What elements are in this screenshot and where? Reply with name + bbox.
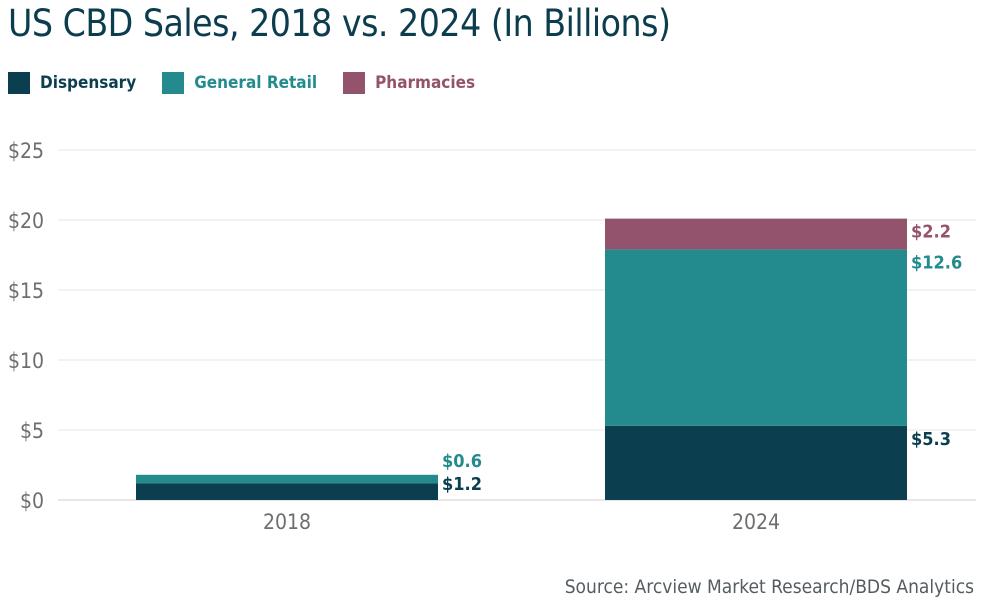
y-tick-label: $5 [20,419,44,443]
data-label-2024-pharmacies: $2.2 [911,222,951,243]
bar-2018-dispensary [136,483,438,500]
legend-swatch-pharmacies [343,72,366,94]
legend-swatch-general-retail [162,72,185,94]
legend-item-general-retail: General Retail [162,72,317,94]
bar-2024-pharmacies [605,218,907,250]
data-label-2018-dispensary: $1.2 [442,474,482,495]
y-tick-label: $10 [8,349,44,373]
data-label-2018-general-retail: $0.6 [442,451,482,472]
bar-2018-general-retail [136,474,438,484]
y-tick-label: $0 [20,489,44,513]
bar-2024-general-retail [605,249,907,426]
data-label-2024-dispensary: $5.3 [911,429,951,450]
chart-title: US CBD Sales, 2018 vs. 2024 (In Billions… [8,2,671,45]
bar-2024-dispensary [605,425,907,500]
data-label-2024-general-retail: $12.6 [911,252,962,273]
legend-swatch-dispensary [8,72,30,94]
x-tick-label: 2018 [263,510,311,534]
legend-label-pharmacies: Pharmacies [375,73,476,93]
source-note: Source: Arcview Market Research/BDS Anal… [564,576,974,598]
legend-item-dispensary: Dispensary [8,72,136,94]
y-tick-label: $25 [8,139,44,163]
legend-label-dispensary: Dispensary [40,73,137,93]
y-tick-label: $15 [8,279,44,303]
legend: Dispensary General Retail Pharmacies [8,72,475,94]
x-tick-label: 2024 [732,510,780,534]
y-tick-label: $20 [8,209,44,233]
legend-label-general-retail: General Retail [194,73,318,93]
legend-item-pharmacies: Pharmacies [343,72,475,94]
